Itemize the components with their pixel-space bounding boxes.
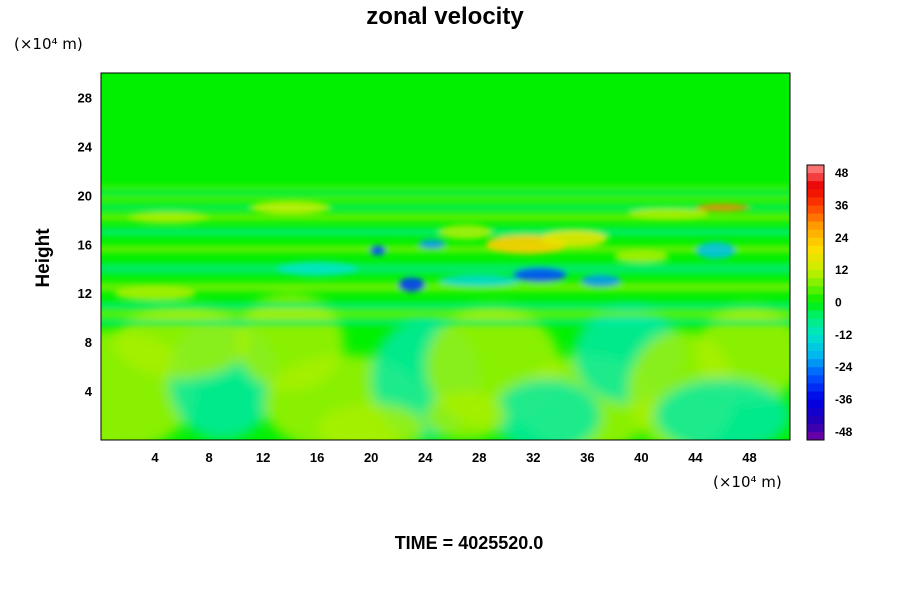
colorbar-segment [807, 302, 824, 312]
colorbar-segment [807, 189, 824, 198]
time-label: TIME = 4025520.0 [395, 533, 544, 553]
colorbar-segment [807, 181, 824, 190]
x-tick-label: 20 [364, 450, 378, 465]
colorbar-segment [807, 278, 824, 287]
colorbar-segment [807, 375, 824, 384]
colorbar-tick-label: -24 [835, 360, 853, 374]
plot-frame [100, 72, 791, 441]
colorbar-segment [807, 407, 824, 417]
chart-title: zonal velocity [366, 3, 524, 30]
colorbar-segment [807, 318, 824, 328]
y-axis-unit: (×10⁴ m) [14, 35, 83, 53]
x-tick-label: 8 [205, 450, 212, 465]
x-tick-label: 40 [634, 450, 648, 465]
colorbar-segment [807, 197, 824, 206]
colorbar-segment [807, 205, 824, 215]
colorbar-tick-label: 24 [835, 231, 849, 245]
x-tick-label: 48 [742, 450, 756, 465]
y-axis-ticks: 4 8 12 16 20 24 28 [78, 90, 93, 399]
colorbar-tick-label: 48 [835, 166, 849, 180]
colorbar-segment [807, 334, 824, 344]
x-axis-ticks: 4 8 12 16 20 24 28 32 36 40 44 48 [151, 450, 756, 465]
colorbar-segment [807, 431, 824, 441]
x-tick-label: 44 [688, 450, 703, 465]
colorbar [806, 164, 825, 441]
colorbar-tick-label: -48 [835, 425, 853, 439]
y-tick-label: 8 [85, 335, 92, 350]
colorbar-segment [807, 173, 824, 182]
y-tick-label: 24 [78, 139, 93, 154]
y-axis-label: Height [33, 228, 54, 288]
colorbar-segment [807, 213, 824, 223]
colorbar-ticks: 48 36 24 12 0 -12 -24 -36 -48 [835, 166, 853, 439]
colorbar-segment [807, 423, 824, 433]
colorbar-segment [807, 286, 824, 295]
x-tick-label: 16 [310, 450, 324, 465]
colorbar-segment [807, 270, 824, 279]
colorbar-segment [807, 310, 824, 320]
colorbar-segment [807, 415, 824, 425]
x-tick-label: 4 [151, 450, 159, 465]
colorbar-tick-label: -12 [835, 328, 853, 342]
x-tick-label: 32 [526, 450, 540, 465]
colorbar-segment [807, 351, 824, 360]
colorbar-segment [807, 221, 824, 231]
colorbar-segment [807, 367, 824, 376]
colorbar-segment [807, 253, 824, 263]
colorbar-frame [806, 164, 825, 441]
colorbar-segment [807, 383, 824, 392]
colorbar-tick-label: 36 [835, 198, 849, 212]
y-tick-label: 28 [78, 90, 92, 105]
colorbar-segment [807, 165, 824, 174]
colorbar-segment [807, 342, 824, 352]
colorbar-segment [807, 359, 824, 368]
velocity-field [101, 73, 790, 440]
x-tick-label: 36 [580, 450, 594, 465]
y-tick-label: 4 [85, 384, 93, 399]
colorbar-tick-label: 0 [835, 296, 842, 310]
colorbar-segment [807, 326, 824, 336]
x-tick-label: 28 [472, 450, 486, 465]
colorbar-segment [807, 245, 824, 255]
y-tick-label: 16 [78, 237, 92, 252]
y-tick-label: 20 [78, 188, 92, 203]
colorbar-segment [807, 399, 824, 409]
colorbar-segment [807, 237, 824, 247]
y-tick-label: 12 [78, 286, 92, 301]
colorbar-segment [807, 229, 824, 239]
x-axis-unit: (×10⁴ m) [713, 473, 782, 491]
colorbar-segment [807, 294, 824, 303]
x-tick-label: 24 [418, 450, 433, 465]
colorbar-tick-label: -36 [835, 393, 853, 407]
x-tick-label: 12 [256, 450, 270, 465]
colorbar-segment [807, 262, 824, 271]
colorbar-segment [807, 391, 824, 401]
colorbar-tick-label: 12 [835, 263, 849, 277]
